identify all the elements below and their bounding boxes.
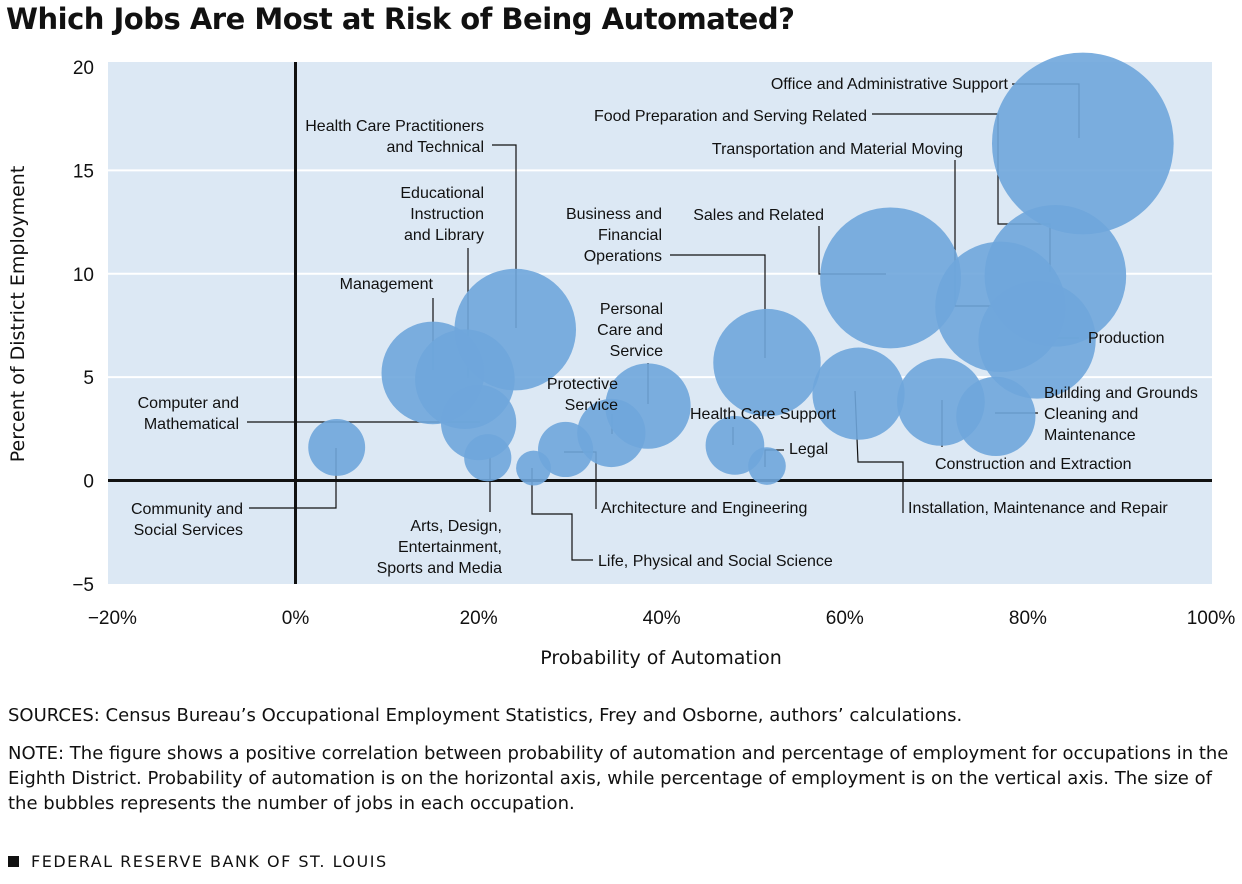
bubble (577, 398, 646, 468)
bubble-label: Construction and Extraction (935, 456, 1132, 473)
bubble (516, 450, 551, 486)
bubble-label: Office and Administrative Support (771, 76, 1009, 93)
bubble-label: Educational Instruction and Library (400, 185, 484, 244)
bubble (978, 281, 1096, 399)
bubble-label: Sales and Related (693, 207, 824, 224)
bubble-label-line: Entertainment, (398, 539, 502, 556)
bubble-label-line: Sales and Related (693, 207, 824, 224)
tick-labels: −20% 0% 20% 40% 60% 80% 100% 20 15 10 5 0 −5 (72, 58, 1235, 629)
leader-line (492, 144, 517, 328)
bubble-label: Health Care Practitioners and Technical (305, 118, 484, 156)
bubble-label-line: Health Care Practitioners (305, 118, 484, 135)
bubble-label-line: Business and (566, 206, 662, 223)
bubble (748, 447, 786, 485)
bubble-label-line: Maintenance (1044, 427, 1136, 444)
bubble-label: Architecture and Engineering (601, 500, 807, 517)
bubble-label: Protective Service (547, 376, 618, 414)
bubble-chart: Office and Administrative Support Food Pr… (7, 52, 1235, 669)
bubble-label-line: Service (610, 343, 663, 360)
bubble-label-line: Educational (400, 185, 484, 202)
bubble-label-line: Installation, Maintenance and Repair (908, 500, 1168, 517)
bubble-label: Legal (789, 441, 828, 458)
bubble (820, 207, 962, 349)
x-tick-label: 0% (282, 608, 310, 629)
x-tick-label: 80% (1009, 608, 1047, 629)
bubble-label: Installation, Maintenance and Repair (908, 500, 1168, 517)
x-tick-label: 100% (1187, 608, 1236, 629)
bubble-label-line: Financial (598, 227, 662, 244)
x-tick-label: 60% (826, 608, 864, 629)
bubble-label: Business and Financial Operations (566, 206, 662, 265)
bubble-label-line: Social Services (134, 522, 243, 539)
x-axis-title: Probability of Automation (540, 647, 782, 669)
bubble (308, 418, 366, 476)
chart-title: Which Jobs Are Most at Risk of Being Aut… (6, 2, 795, 36)
bubble-label-line: Instruction (410, 206, 484, 223)
bubble-label: Health Care Support (690, 406, 836, 423)
bubble-label: Computer and Mathematical (138, 395, 239, 433)
explanatory-note: NOTE: The figure shows a positive correl… (8, 743, 1229, 814)
bubble-label-line: Food Preparation and Serving Related (594, 108, 867, 125)
y-tick-label: 10 (73, 265, 94, 286)
bubble (956, 376, 1036, 457)
bubble-label-line: Building and Grounds (1044, 385, 1198, 402)
bubble-label-line: Arts, Design, (410, 518, 502, 535)
bubble-label-line: Architecture and Engineering (601, 500, 807, 517)
bubble-label-line: Legal (789, 441, 828, 458)
bubble-label-line: Operations (584, 248, 662, 265)
x-tick-label: 40% (643, 608, 681, 629)
bubble-label-line: Cleaning and (1044, 406, 1138, 423)
square-bullet-icon (8, 856, 19, 867)
org-credit: FEDERAL RESERVE BANK OF ST. LOUIS (8, 849, 388, 874)
x-tick-label: 20% (460, 608, 498, 629)
bubble-label: Life, Physical and Social Science (598, 553, 833, 570)
bubble-label-line: Personal (600, 301, 663, 318)
bubble-label-line: Protective (547, 376, 618, 393)
bubble-label-line: Computer and (138, 395, 239, 412)
bubble-label-line: and Library (404, 227, 484, 244)
bubble-label-line: Mathematical (144, 416, 239, 433)
x-tick-label: −20% (88, 608, 137, 629)
y-tick-label: 15 (73, 161, 94, 182)
y-tick-label: 0 (83, 472, 94, 493)
bubble-label-line: Care and (597, 322, 663, 339)
sources-note: SOURCES: Census Bureau’s Occupational Em… (8, 705, 963, 726)
bubble-label-line: Transportation and Material Moving (712, 141, 963, 158)
y-axis-title: Percent of District Employment (7, 166, 29, 463)
bubble-label-line: Service (565, 397, 618, 414)
bubble-label: Production (1088, 330, 1165, 347)
bubble-label-line: Construction and Extraction (935, 456, 1132, 473)
bubble (713, 308, 821, 417)
y-tick-label: 5 (83, 368, 94, 389)
bubble (464, 434, 512, 482)
bubble (538, 421, 594, 478)
bubble-label-line: Life, Physical and Social Science (598, 553, 833, 570)
leader-line (531, 468, 593, 561)
y-tick-label: 20 (73, 58, 94, 79)
bubble-label: Food Preparation and Serving Related (594, 108, 867, 125)
bubble-label: Management (340, 276, 434, 293)
bubble-label-line: Sports and Media (377, 560, 503, 577)
bubble-label-line: Management (340, 276, 434, 293)
org-name: FEDERAL RESERVE BANK OF ST. LOUIS (31, 852, 388, 871)
bubble-label-line: and Technical (386, 139, 484, 156)
bubble-label: Transportation and Material Moving (712, 141, 963, 158)
axes (108, 62, 1212, 584)
bubble-label-line: Production (1088, 330, 1165, 347)
bubble-labels: Office and Administrative Support Food Pr… (131, 76, 1198, 577)
bubble-label-line: Community and (131, 501, 243, 518)
bubble (991, 52, 1174, 235)
bubble-label: Community and Social Services (131, 501, 243, 539)
bubbles (308, 52, 1174, 486)
bubble (812, 347, 905, 440)
bubble-label-line: Health Care Support (690, 406, 836, 423)
bubble-label: Personal Care and Service (597, 301, 663, 360)
bubble-label: Building and Grounds Cleaning and Maintena… (1044, 385, 1198, 444)
bubble-label-line: Office and Administrative Support (771, 76, 1009, 93)
bubble-label: Arts, Design, Entertainment, Sports and Me… (377, 518, 503, 577)
y-tick-label: −5 (72, 575, 94, 596)
